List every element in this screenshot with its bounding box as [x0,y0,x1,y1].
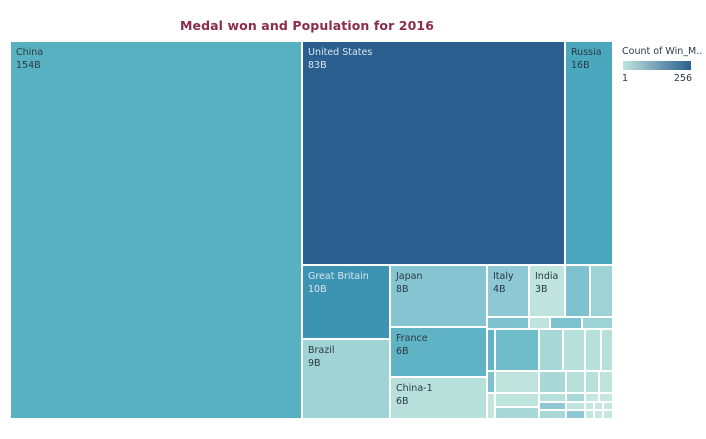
treemap-tile[interactable] [540,394,567,403]
tile-value: 83B [308,60,327,71]
treemap-tile-japan[interactable]: Japan 8B [391,266,488,328]
treemap-tile-italy[interactable]: Italy 4B [488,266,530,318]
tile-label: Russia [571,47,602,58]
treemap-tile-china-1[interactable]: China-1 6B [391,378,488,420]
tile-label: China-1 [396,383,433,394]
tile-label: France [396,333,428,344]
treemap-tile-great-britain[interactable]: Great Britain 10B [303,266,391,340]
treemap-tile-russia[interactable]: Russia 16B [566,42,614,266]
tile-label: Brazil [308,345,335,356]
tile-value: 154B [16,60,41,71]
treemap-tile[interactable] [496,394,540,408]
tile-value: 6B [396,346,409,357]
tile-value: 16B [571,60,590,71]
tile-value: 10B [308,284,327,295]
treemap-tile[interactable] [496,408,540,420]
treemap-tile[interactable] [567,394,586,403]
tile-label: Italy [493,271,514,282]
chart-title: Medal won and Population for 2016 [179,18,434,33]
treemap-tile[interactable] [566,266,591,318]
tile-value: 9B [308,358,321,369]
tile-value: 8B [396,284,409,295]
legend-title: Count of Win_M.. [622,46,703,57]
treemap-tile[interactable] [583,318,614,330]
treemap-tile[interactable] [488,394,496,420]
tile-label: Japan [396,271,423,282]
treemap-tile[interactable] [586,403,595,411]
treemap-tile[interactable] [586,330,602,372]
treemap-plot-area: China 154B United States 83B Russia 16B Great … [11,42,614,420]
treemap-tile[interactable] [551,318,583,330]
treemap-tile[interactable] [604,403,614,411]
treemap-tile-united-states[interactable]: United States 83B [303,42,566,266]
treemap-tile[interactable] [586,394,600,403]
treemap-tile[interactable] [567,411,586,420]
treemap-tile[interactable] [595,411,604,420]
legend-gradient-bar [622,60,692,71]
legend-scale: 1 256 [622,73,692,87]
treemap-tile[interactable] [564,330,586,372]
treemap-tile[interactable] [600,394,614,403]
treemap-tile[interactable] [540,403,567,411]
treemap-tile[interactable] [586,372,600,394]
tile-value: 6B [396,396,409,407]
treemap-tile[interactable] [488,330,496,372]
legend-min-label: 1 [622,73,629,84]
treemap-tile[interactable] [540,411,567,420]
tile-value: 4B [493,284,506,295]
treemap-tile[interactable] [540,372,567,394]
treemap-tile[interactable] [540,330,564,372]
treemap-tile-france[interactable]: France 6B [391,328,488,378]
treemap-tile[interactable] [595,403,604,411]
color-legend: Count of Win_M.. 1 256 [622,46,702,87]
tile-label: United States [308,47,373,58]
treemap-tile-india[interactable]: India 3B [530,266,566,318]
tile-value: 3B [535,284,548,295]
treemap-tile-china[interactable]: China 154B [11,42,303,420]
tile-label: Great Britain [308,271,369,282]
treemap-tile[interactable] [488,318,530,330]
treemap-tile[interactable] [530,318,551,330]
tile-label: India [535,271,559,282]
treemap-tile[interactable] [567,372,586,394]
treemap-tile[interactable] [604,411,614,420]
treemap-tile[interactable] [600,372,614,394]
treemap-tile[interactable] [567,403,586,411]
tile-label: China [16,47,44,58]
treemap-tile[interactable] [496,330,540,372]
treemap-tile[interactable] [586,411,595,420]
treemap-tile[interactable] [488,372,496,394]
treemap-tile[interactable] [496,372,540,394]
treemap-tile[interactable] [591,266,614,318]
treemap-tile[interactable] [602,330,614,372]
treemap-tile-brazil[interactable]: Brazil 9B [303,340,391,420]
legend-max-label: 256 [673,73,692,84]
